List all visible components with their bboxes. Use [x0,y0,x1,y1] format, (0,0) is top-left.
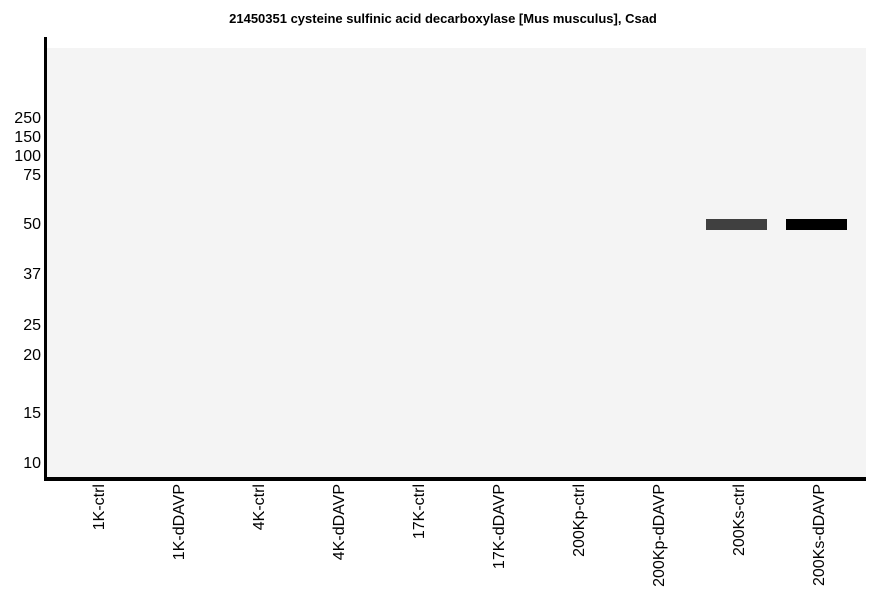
y-axis-line [44,37,47,481]
lane-label-1K-ctrl: 1K-ctrl [91,484,108,531]
y-tick-label-100: 100 [14,148,41,165]
lane-label-4K-dDAVP: 4K-dDAVP [331,484,348,561]
gel-plot-area [47,48,866,477]
y-tick-label-75: 75 [23,167,41,184]
y-tick-label-25: 25 [23,317,41,334]
y-tick-label-150: 150 [14,129,41,146]
lane-label-4K-ctrl: 4K-ctrl [251,484,268,531]
lane-label-200Kp-dDAVP: 200Kp-dDAVP [651,484,668,587]
lane-label-200Kp-ctrl: 200Kp-ctrl [571,484,588,557]
lane-label-200Ks-dDAVP: 200Ks-dDAVP [811,484,828,586]
protein-band-200Ks-dDAVP [785,219,847,230]
lane-label-17K-ctrl: 17K-ctrl [411,484,428,540]
y-tick-label-37: 37 [23,266,41,283]
lane-label-17K-dDAVP: 17K-dDAVP [491,484,508,570]
y-tick-label-15: 15 [23,405,41,422]
y-tick-label-10: 10 [23,455,41,472]
chart-title: 21450351 cysteine sulfinic acid decarbox… [229,11,657,26]
x-axis-line [44,477,866,481]
y-tick-label-50: 50 [23,216,41,233]
y-tick-label-250: 250 [14,110,41,127]
y-tick-label-20: 20 [23,347,41,364]
lane-label-200Ks-ctrl: 200Ks-ctrl [731,484,748,557]
protein-band-200Ks-ctrl [705,219,767,230]
lane-label-1K-dDAVP: 1K-dDAVP [171,484,188,561]
